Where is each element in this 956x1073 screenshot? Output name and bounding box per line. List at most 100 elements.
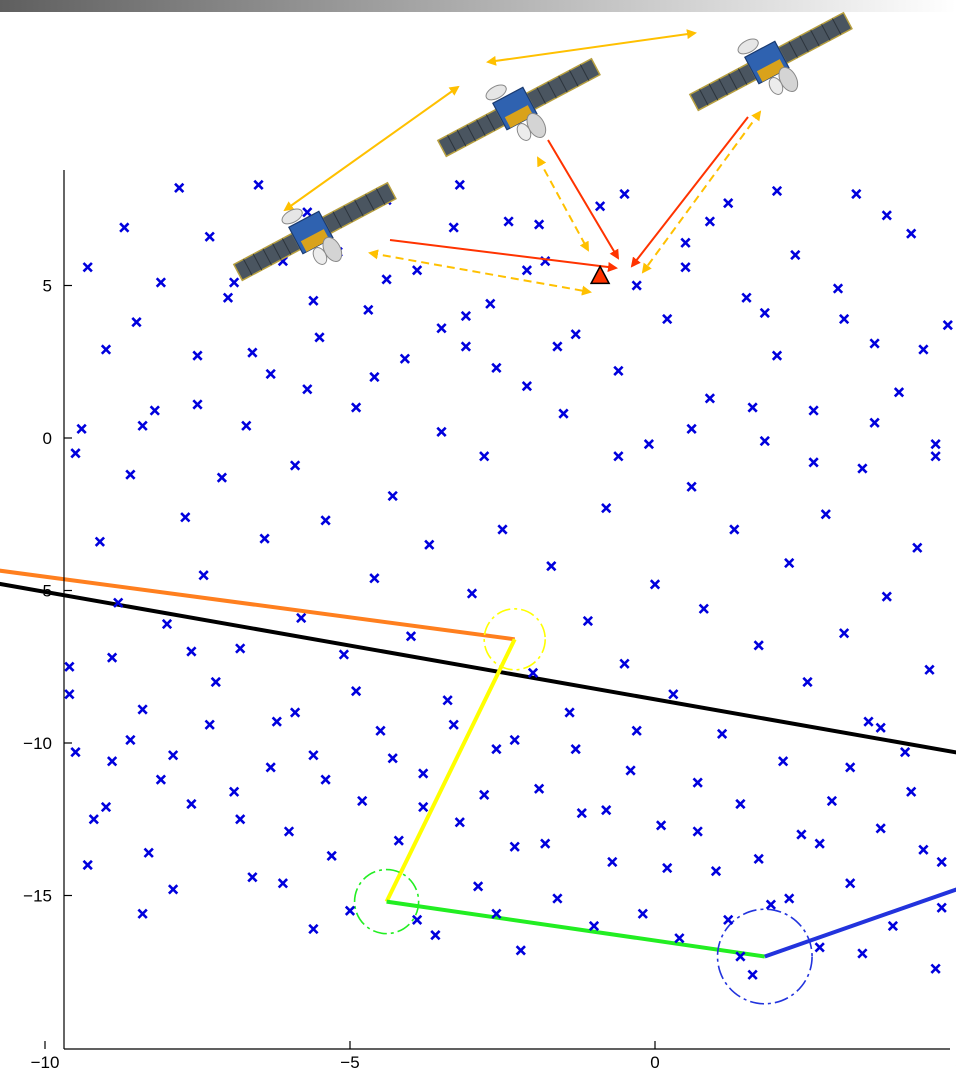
x-tick-label: −10 bbox=[31, 1053, 60, 1072]
data-point bbox=[326, 850, 337, 861]
waypoint-circle bbox=[353, 868, 420, 935]
data-point bbox=[308, 923, 319, 935]
data-point bbox=[198, 570, 209, 581]
data-point bbox=[662, 313, 673, 325]
data-point bbox=[405, 631, 417, 642]
data-point bbox=[552, 893, 563, 904]
data-point bbox=[100, 344, 112, 355]
data-point bbox=[710, 865, 722, 877]
data-point bbox=[564, 707, 575, 718]
route-segment bbox=[0, 568, 515, 642]
data-point bbox=[192, 350, 203, 361]
signal-arrow bbox=[641, 110, 762, 274]
data-point bbox=[820, 509, 831, 520]
data-point bbox=[363, 304, 374, 316]
data-point bbox=[838, 313, 850, 325]
data-point bbox=[64, 689, 75, 700]
data-point bbox=[704, 216, 716, 227]
data-point bbox=[869, 338, 880, 349]
data-point bbox=[918, 844, 929, 855]
data-point bbox=[912, 542, 923, 553]
data-point bbox=[381, 274, 392, 285]
data-point bbox=[283, 826, 295, 837]
y-tick-label: 0 bbox=[43, 429, 52, 448]
data-point bbox=[814, 838, 825, 849]
route-segment bbox=[764, 887, 956, 959]
data-point bbox=[167, 750, 179, 761]
satellite-icon bbox=[232, 181, 397, 282]
data-point bbox=[735, 951, 746, 962]
data-point bbox=[747, 969, 758, 980]
data-point bbox=[619, 658, 630, 669]
data-point bbox=[411, 914, 423, 926]
data-point bbox=[723, 914, 734, 926]
data-point bbox=[289, 460, 301, 471]
data-point bbox=[442, 695, 453, 706]
crosslink-arrow bbox=[486, 29, 697, 66]
data-point bbox=[875, 722, 886, 733]
data-point bbox=[875, 823, 886, 834]
y-tick-label: −5 bbox=[33, 582, 52, 601]
data-point bbox=[228, 786, 240, 797]
data-point bbox=[594, 201, 606, 212]
signal-arrow bbox=[630, 116, 749, 268]
data-point bbox=[784, 557, 795, 569]
satellite-overlay bbox=[232, 11, 853, 296]
data-point bbox=[125, 734, 136, 746]
data-point bbox=[533, 783, 545, 794]
waypoint-circles bbox=[353, 607, 813, 1005]
data-point bbox=[308, 750, 319, 761]
data-point bbox=[838, 628, 850, 639]
data-point bbox=[790, 249, 801, 261]
data-point bbox=[619, 188, 630, 200]
data-point bbox=[777, 756, 789, 767]
data-point bbox=[320, 515, 331, 526]
data-point bbox=[155, 774, 167, 785]
waypoint-circle bbox=[483, 607, 547, 671]
data-point bbox=[100, 801, 112, 813]
data-point bbox=[186, 646, 197, 657]
data-point bbox=[491, 908, 502, 919]
data-point bbox=[271, 716, 282, 727]
data-point bbox=[375, 725, 386, 736]
data-point bbox=[735, 798, 746, 810]
data-point bbox=[881, 210, 892, 221]
data-point bbox=[161, 618, 173, 630]
data-point bbox=[527, 667, 539, 678]
data-point bbox=[936, 856, 947, 868]
data-point bbox=[241, 420, 252, 431]
data-point bbox=[857, 948, 868, 959]
data-point bbox=[887, 920, 899, 932]
data-point bbox=[204, 231, 215, 242]
data-point bbox=[674, 933, 685, 944]
data-point bbox=[247, 872, 258, 883]
data-point bbox=[344, 905, 356, 916]
data-point bbox=[369, 573, 380, 584]
data-point bbox=[485, 298, 496, 309]
data-point bbox=[106, 652, 118, 663]
data-point bbox=[765, 899, 777, 910]
data-point bbox=[70, 747, 81, 758]
data-point bbox=[192, 399, 203, 410]
data-point bbox=[845, 762, 856, 773]
data-point bbox=[680, 262, 691, 273]
y-tick-label: −15 bbox=[23, 887, 52, 906]
data-point bbox=[503, 216, 514, 227]
data-point bbox=[899, 747, 911, 758]
data-point bbox=[350, 402, 362, 413]
y-ticks: 5 0 −5 −10 −15 bbox=[23, 277, 72, 906]
data-point bbox=[210, 676, 221, 688]
data-point bbox=[753, 853, 764, 865]
data-point bbox=[125, 469, 136, 480]
data-point bbox=[454, 179, 465, 190]
data-point bbox=[796, 829, 807, 840]
data-point bbox=[424, 539, 435, 550]
data-point bbox=[533, 219, 545, 230]
data-point bbox=[881, 591, 892, 602]
signal-arrow bbox=[537, 156, 589, 252]
data-point bbox=[235, 814, 246, 825]
data-point bbox=[137, 704, 148, 715]
data-point bbox=[692, 777, 703, 788]
data-point bbox=[174, 182, 185, 194]
